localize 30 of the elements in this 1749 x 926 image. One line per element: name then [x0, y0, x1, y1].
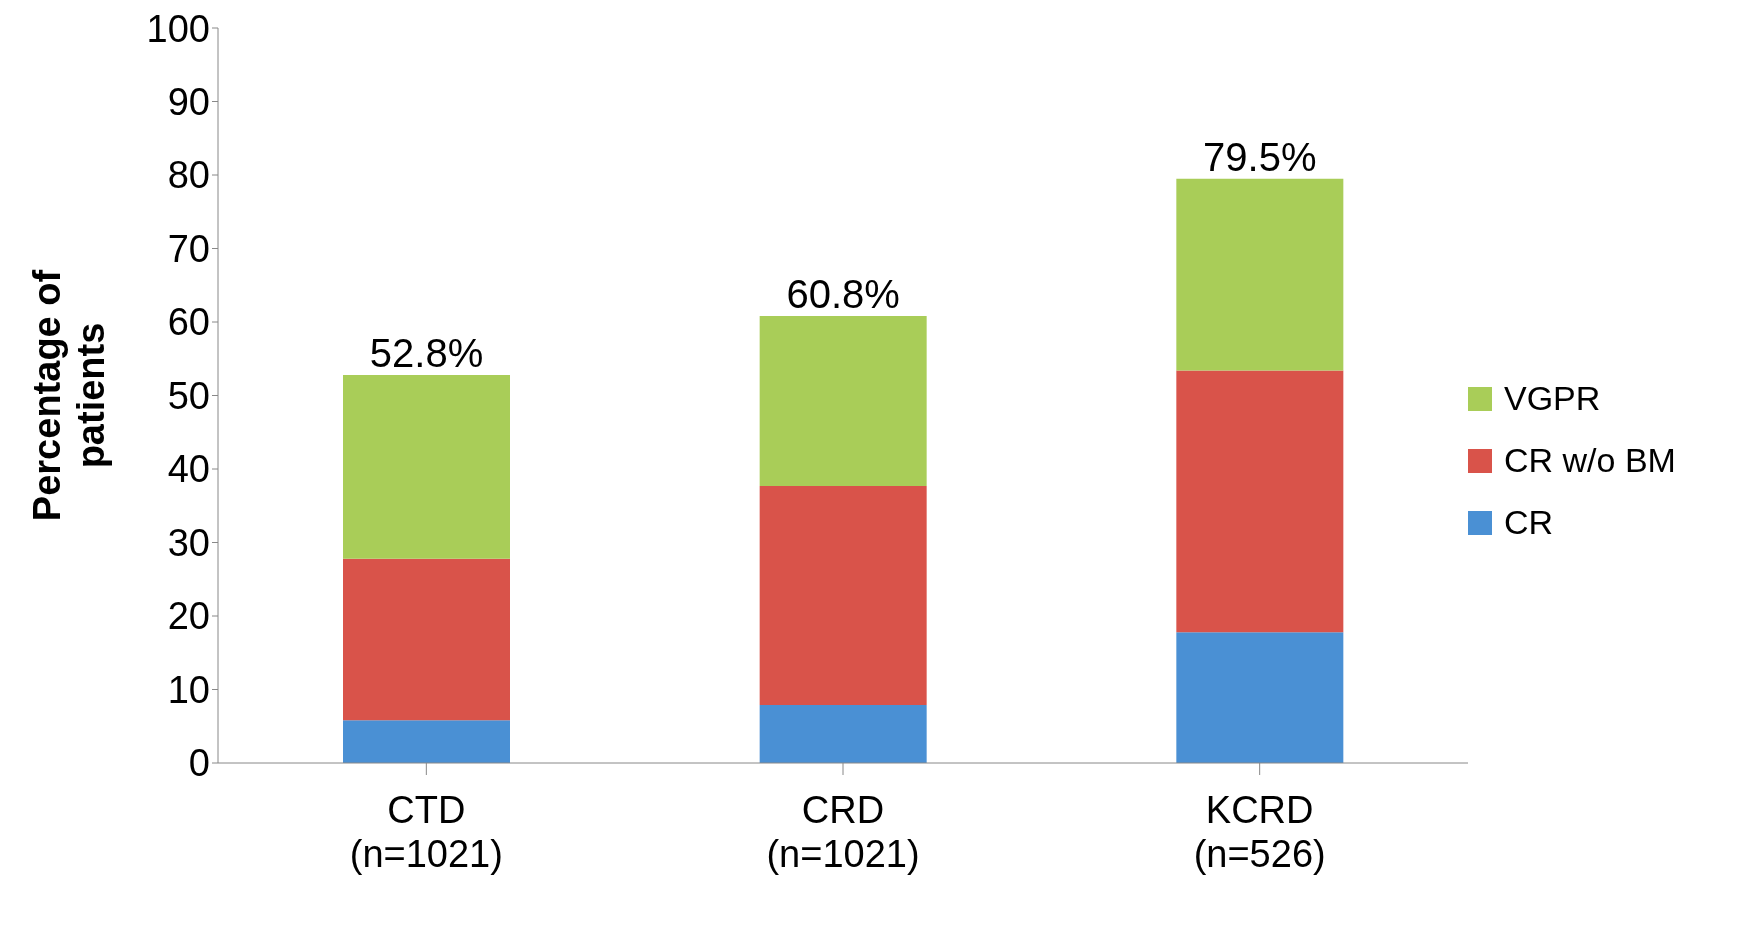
bar: [343, 558, 510, 721]
bar: [343, 374, 510, 559]
y-tick-label: 50: [167, 374, 210, 417]
bar: [1176, 178, 1344, 371]
legend-label: VGPR: [1504, 379, 1601, 418]
y-tick-label: 80: [167, 154, 210, 197]
bar: [759, 704, 927, 763]
y-tick-label: 100: [146, 7, 210, 50]
y-tick-label: 70: [167, 227, 210, 270]
total-label: 79.5%: [1203, 134, 1317, 179]
total-label: 60.8%: [786, 272, 900, 317]
x-tick-label: CRD (n=1021): [766, 789, 920, 875]
y-tick-label: 40: [167, 448, 210, 491]
legend-label: CR w/o BM: [1504, 441, 1676, 480]
y-tick-label: 90: [167, 80, 210, 123]
bar: [1176, 632, 1344, 763]
y-tick-label: 10: [167, 668, 210, 711]
legend-label: CR: [1504, 503, 1554, 542]
bar: [343, 720, 510, 763]
bar: [1176, 370, 1344, 633]
y-tick-label: 30: [167, 521, 210, 564]
bar: [759, 485, 927, 705]
x-tick-label: KCRD (n=526): [1193, 789, 1326, 875]
y-axis-title: Percentage of patients: [26, 269, 112, 522]
y-tick-label: 60: [167, 301, 210, 344]
y-tick-label: 0: [188, 742, 210, 785]
y-tick-label: 20: [167, 595, 210, 638]
bar: [759, 316, 927, 486]
x-tick-label: CTD (n=1021): [349, 789, 503, 875]
total-label: 52.8%: [369, 330, 484, 375]
